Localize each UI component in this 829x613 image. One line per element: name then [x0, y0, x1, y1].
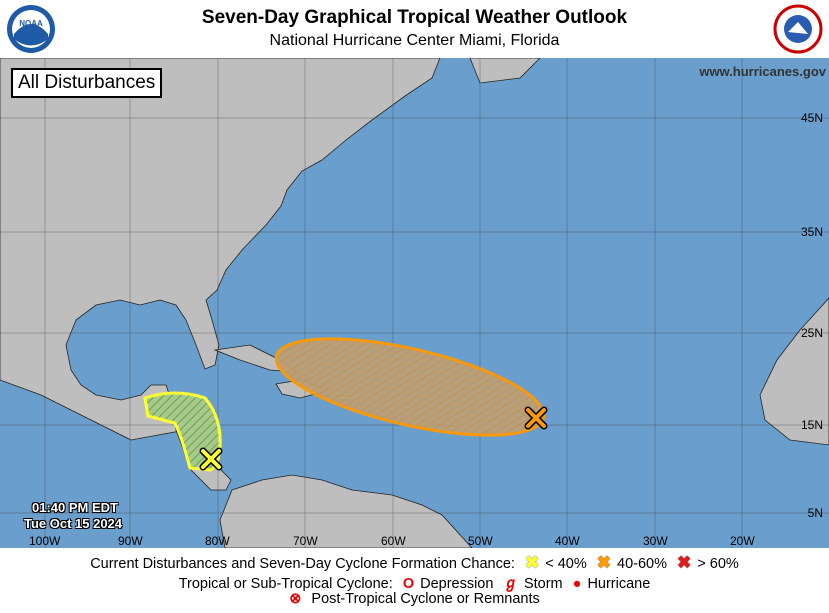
- disturbance-marker-low: [199, 447, 223, 471]
- lon-label: 30W: [643, 534, 668, 548]
- lon-label: 20W: [730, 534, 755, 548]
- lat-label: 15N: [800, 418, 823, 432]
- nws-logo: [773, 4, 823, 54]
- legend-depression: Depression: [420, 576, 494, 592]
- legend-row-cyclone: Tropical or Sub-Tropical Cyclone: O Depre…: [0, 572, 829, 593]
- x-medium-icon: ✖: [596, 553, 612, 572]
- website-url[interactable]: www.hurricanes.gov: [699, 64, 826, 79]
- legend-hurricane: Hurricane: [587, 576, 651, 592]
- x-low-icon: ✖: [524, 553, 540, 572]
- newfoundland: [469, 58, 541, 84]
- page-title: Seven-Day Graphical Tropical Weather Out…: [201, 7, 628, 28]
- issue-time: 01:40 PM EDT: [32, 500, 118, 515]
- issue-date: Tue Oct 15 2024: [24, 516, 123, 531]
- legend-post-tropical: Post-Tropical Cyclone or Remnants: [311, 591, 540, 607]
- legend-medium: 40-60%: [617, 556, 667, 572]
- disturbance-marker-medium: [524, 406, 548, 430]
- lat-label: 5N: [807, 506, 823, 520]
- legend-storm: Storm: [523, 576, 563, 592]
- lat-label: 35N: [800, 225, 823, 239]
- lat-label: 45N: [800, 111, 823, 125]
- header: NOAA Seven-Day Graphical Tropical Weathe…: [0, 0, 829, 58]
- storm-icon: ℊ: [503, 576, 518, 592]
- legend-high: > 60%: [697, 556, 739, 572]
- noaa-logo: NOAA: [7, 5, 55, 53]
- lat-label: 25N: [800, 326, 823, 340]
- lon-label: 90W: [118, 534, 143, 548]
- map: [0, 58, 829, 548]
- africa: [759, 297, 829, 446]
- legend-row-formation-chance: Current Disturbances and Seven-Day Cyclo…: [0, 553, 829, 573]
- lon-label: 70W: [293, 534, 318, 548]
- legend-label: Tropical or Sub-Tropical Cyclone:: [178, 576, 393, 592]
- legend-row-post-tropical: ⊗ Post-Tropical Cyclone or Remnants: [0, 591, 829, 607]
- post-tropical-icon: ⊗: [289, 591, 302, 607]
- south-america: [219, 474, 473, 548]
- lon-label: 50W: [468, 534, 493, 548]
- panel-label: All Disturbances: [11, 68, 163, 98]
- depression-icon: O: [402, 576, 415, 592]
- lon-label: 100W: [29, 534, 61, 548]
- lon-label: 80W: [205, 534, 230, 548]
- lon-label: 60W: [381, 534, 406, 548]
- north-america: [0, 58, 441, 491]
- svg-text:NOAA: NOAA: [19, 19, 43, 28]
- lon-label: 40W: [555, 534, 580, 548]
- disturbance-area-medium: [274, 337, 546, 437]
- hurricane-icon: ●: [572, 576, 582, 592]
- legend-low: < 40%: [545, 556, 587, 572]
- x-high-icon: ✖: [677, 553, 692, 572]
- page-subtitle: National Hurricane Center Miami, Florida: [269, 32, 560, 49]
- legend-label: Current Disturbances and Seven-Day Cyclo…: [90, 556, 515, 572]
